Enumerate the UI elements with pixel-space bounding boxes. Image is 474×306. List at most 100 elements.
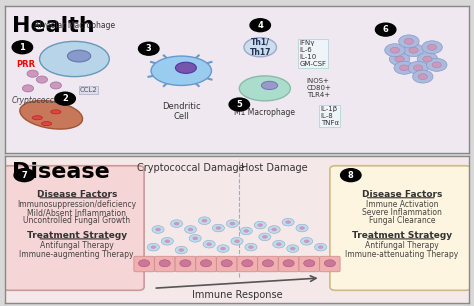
Circle shape [318, 245, 323, 249]
Circle shape [394, 61, 414, 74]
Circle shape [245, 243, 257, 251]
Circle shape [428, 44, 437, 50]
Text: Antifungal Therapy: Antifungal Therapy [40, 241, 114, 250]
Text: Fungal Clearance: Fungal Clearance [369, 216, 435, 225]
FancyBboxPatch shape [258, 256, 278, 272]
Circle shape [268, 226, 280, 233]
Ellipse shape [67, 50, 91, 62]
Circle shape [14, 169, 35, 182]
Circle shape [395, 56, 404, 62]
Text: 2: 2 [62, 94, 68, 103]
Circle shape [417, 53, 438, 65]
Circle shape [287, 245, 299, 252]
Circle shape [427, 58, 447, 71]
Text: Immune-augmenting Therapy: Immune-augmenting Therapy [19, 250, 134, 259]
Text: Disease: Disease [12, 162, 109, 182]
Text: Cryptococcus: Cryptococcus [12, 95, 64, 105]
Text: 1: 1 [19, 43, 25, 52]
Circle shape [229, 222, 235, 226]
Circle shape [254, 221, 266, 229]
Circle shape [244, 229, 249, 233]
Text: iNOS+
CD80+
TLR4+: iNOS+ CD80+ TLR4+ [307, 78, 331, 98]
Text: 6: 6 [383, 25, 389, 34]
Circle shape [324, 260, 336, 267]
Circle shape [250, 19, 271, 32]
Circle shape [273, 241, 285, 248]
Text: Disease Factors: Disease Factors [36, 190, 117, 199]
Circle shape [179, 248, 184, 252]
Circle shape [231, 237, 243, 245]
Circle shape [36, 76, 47, 83]
Circle shape [192, 237, 198, 240]
Circle shape [138, 260, 150, 267]
Text: 4: 4 [257, 21, 263, 30]
Circle shape [404, 39, 413, 44]
Circle shape [164, 240, 170, 243]
Text: Treatment Strategy: Treatment Strategy [27, 231, 127, 240]
Circle shape [315, 243, 327, 251]
Circle shape [296, 224, 308, 232]
Circle shape [408, 61, 428, 74]
Circle shape [151, 245, 156, 249]
Circle shape [385, 44, 405, 57]
Circle shape [375, 23, 396, 36]
Circle shape [389, 53, 410, 65]
Ellipse shape [20, 101, 82, 129]
Circle shape [272, 228, 277, 231]
Text: 3: 3 [146, 44, 152, 53]
Ellipse shape [32, 116, 42, 120]
Circle shape [152, 226, 164, 233]
Circle shape [262, 235, 268, 239]
Circle shape [234, 240, 240, 243]
Text: Treatment Strategy: Treatment Strategy [352, 231, 452, 240]
Text: Host Damage: Host Damage [241, 163, 308, 174]
Circle shape [217, 245, 229, 252]
Circle shape [202, 219, 207, 222]
Circle shape [199, 217, 210, 225]
Circle shape [285, 220, 291, 224]
Circle shape [259, 233, 271, 241]
Ellipse shape [175, 62, 196, 73]
Circle shape [201, 260, 211, 267]
Circle shape [299, 226, 305, 230]
Circle shape [304, 240, 310, 243]
Text: CCL2: CCL2 [80, 87, 97, 93]
Ellipse shape [41, 121, 52, 126]
Circle shape [161, 237, 173, 245]
Text: 8: 8 [348, 171, 354, 180]
Ellipse shape [151, 56, 211, 85]
Text: Antifungal Therapy: Antifungal Therapy [365, 241, 439, 250]
FancyBboxPatch shape [175, 256, 196, 272]
Circle shape [341, 169, 361, 182]
Circle shape [55, 92, 75, 105]
Text: Alveolar Macrophage: Alveolar Macrophage [34, 21, 115, 30]
Circle shape [282, 218, 294, 226]
Circle shape [203, 241, 215, 248]
Text: Severe Inflammation: Severe Inflammation [362, 208, 442, 217]
Circle shape [240, 227, 252, 235]
Circle shape [422, 41, 442, 54]
Circle shape [159, 260, 170, 267]
Circle shape [229, 98, 249, 111]
Circle shape [175, 246, 187, 254]
Circle shape [423, 56, 432, 62]
Ellipse shape [244, 38, 276, 57]
Circle shape [276, 242, 282, 246]
Text: Immune-attenuating Therapy: Immune-attenuating Therapy [345, 250, 458, 259]
Circle shape [155, 228, 161, 231]
Text: Immune Activation: Immune Activation [365, 200, 438, 208]
Circle shape [174, 222, 179, 226]
Text: Disease Factors: Disease Factors [362, 190, 442, 199]
Text: M1 Macrophage: M1 Macrophage [234, 108, 295, 117]
Circle shape [412, 70, 433, 83]
FancyBboxPatch shape [278, 256, 299, 272]
Circle shape [147, 243, 159, 251]
Circle shape [263, 260, 273, 267]
Circle shape [399, 35, 419, 48]
Circle shape [22, 85, 34, 92]
Circle shape [206, 242, 212, 246]
Circle shape [418, 74, 428, 80]
Text: 5: 5 [237, 100, 242, 109]
Text: PRR: PRR [16, 60, 36, 69]
Circle shape [242, 260, 253, 267]
